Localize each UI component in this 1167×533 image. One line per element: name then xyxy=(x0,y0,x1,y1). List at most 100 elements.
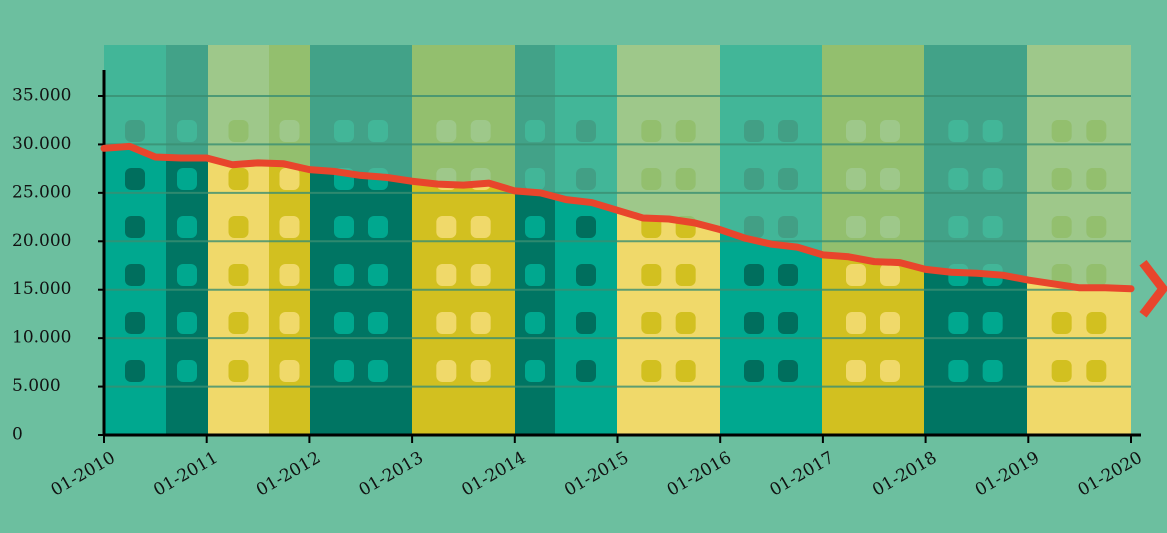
window xyxy=(125,216,145,238)
roof xyxy=(515,45,555,70)
window xyxy=(525,120,545,142)
y-tick-label: 15.000 xyxy=(12,279,71,299)
window xyxy=(778,120,798,142)
window xyxy=(470,312,491,334)
window xyxy=(334,216,354,238)
window xyxy=(1086,120,1107,142)
y-tick-label: 20.000 xyxy=(12,231,71,251)
roof xyxy=(166,45,208,70)
roof xyxy=(104,45,166,70)
window xyxy=(525,264,545,286)
y-tick-label: 30.000 xyxy=(12,134,71,154)
window xyxy=(436,120,457,142)
window xyxy=(948,216,969,238)
window xyxy=(228,168,249,190)
window xyxy=(846,312,866,334)
window xyxy=(880,168,900,190)
window xyxy=(177,312,197,334)
window xyxy=(641,168,662,190)
window xyxy=(279,264,300,286)
window xyxy=(641,264,662,286)
window xyxy=(1086,312,1107,334)
window xyxy=(982,168,1003,190)
y-tick-label: 5.000 xyxy=(12,376,61,396)
window xyxy=(846,264,866,286)
window xyxy=(641,360,662,382)
roof xyxy=(617,45,720,70)
window xyxy=(368,264,388,286)
window xyxy=(982,216,1003,238)
window xyxy=(525,360,545,382)
roof xyxy=(822,45,924,70)
roof xyxy=(720,45,822,70)
window xyxy=(576,312,596,334)
window xyxy=(641,120,662,142)
arrow-head xyxy=(1139,260,1167,318)
window xyxy=(279,120,300,142)
window xyxy=(744,120,764,142)
window xyxy=(675,360,696,382)
y-tick-label: 10.000 xyxy=(12,328,71,348)
window xyxy=(470,360,491,382)
y-tick-label: 0 xyxy=(12,425,23,445)
roof xyxy=(412,45,515,70)
window xyxy=(470,264,491,286)
window xyxy=(125,312,145,334)
window xyxy=(334,312,354,334)
window xyxy=(675,120,696,142)
window xyxy=(880,120,900,142)
window xyxy=(279,312,300,334)
window xyxy=(279,168,300,190)
window xyxy=(470,120,491,142)
window xyxy=(368,312,388,334)
window xyxy=(778,312,798,334)
window xyxy=(1051,120,1072,142)
roof xyxy=(1027,45,1131,70)
window xyxy=(948,168,969,190)
window xyxy=(880,264,900,286)
window xyxy=(675,264,696,286)
roof xyxy=(310,45,412,70)
window xyxy=(334,360,354,382)
window xyxy=(982,312,1003,334)
window xyxy=(525,216,545,238)
window xyxy=(675,168,696,190)
window xyxy=(228,360,249,382)
window xyxy=(675,312,696,334)
window xyxy=(436,216,457,238)
window xyxy=(744,360,764,382)
window xyxy=(948,360,969,382)
window xyxy=(778,264,798,286)
window xyxy=(1051,216,1072,238)
window xyxy=(982,360,1003,382)
window xyxy=(982,120,1003,142)
window xyxy=(744,264,764,286)
window xyxy=(744,312,764,334)
window xyxy=(576,360,596,382)
window xyxy=(368,120,388,142)
window xyxy=(177,264,197,286)
window xyxy=(1051,168,1072,190)
window xyxy=(948,120,969,142)
window xyxy=(880,360,900,382)
window xyxy=(641,312,662,334)
line xyxy=(100,142,1135,293)
window xyxy=(177,120,197,142)
window xyxy=(125,360,145,382)
window xyxy=(177,168,197,190)
window xyxy=(1086,264,1107,286)
window xyxy=(228,216,249,238)
window xyxy=(368,216,388,238)
window xyxy=(880,312,900,334)
window xyxy=(1051,264,1072,286)
window xyxy=(1051,360,1072,382)
window xyxy=(228,120,249,142)
window xyxy=(125,264,145,286)
window xyxy=(436,360,457,382)
window xyxy=(778,360,798,382)
window xyxy=(948,312,969,334)
window xyxy=(228,264,249,286)
y-tick-label: 25.000 xyxy=(12,182,71,202)
window xyxy=(279,360,300,382)
